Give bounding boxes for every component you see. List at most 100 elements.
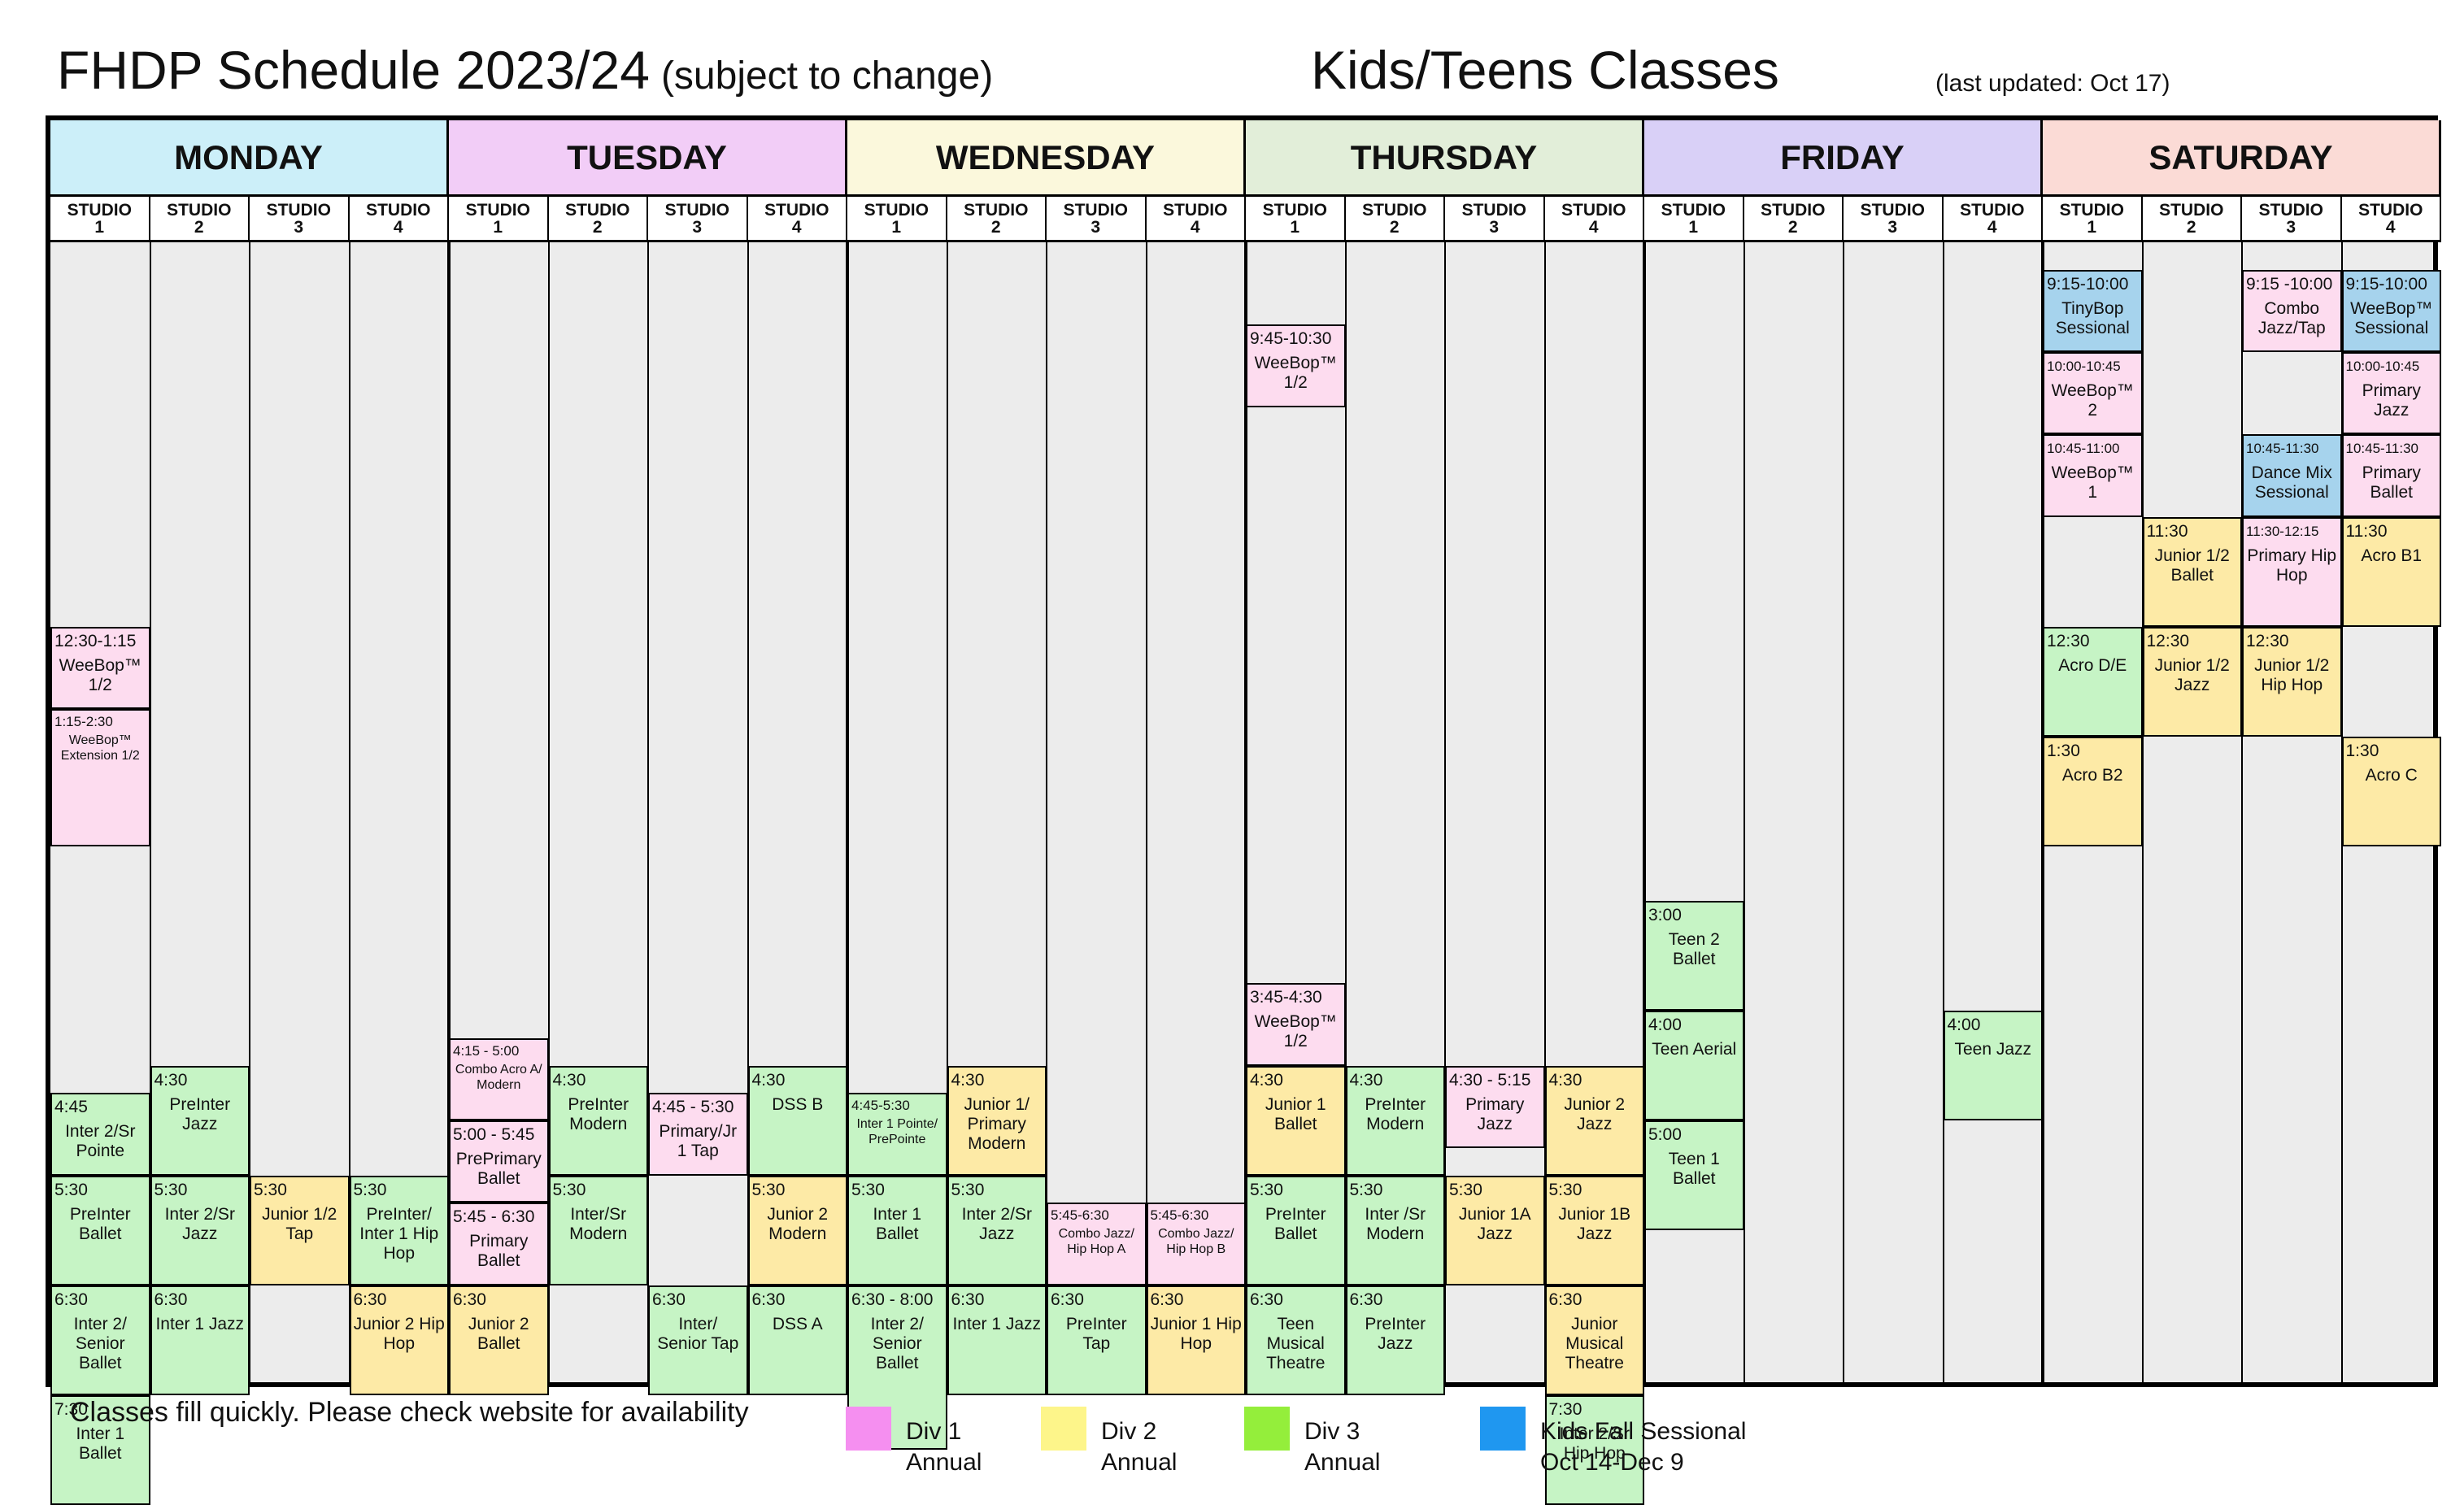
class-time: 6:30 <box>1349 1290 1383 1309</box>
class-name: Teen Jazz <box>1954 1040 2032 1059</box>
class-block[interactable]: 5:30 Inter 1 Ballet <box>847 1175 947 1285</box>
class-block[interactable]: 6:30 Inter/ Senior Tap <box>648 1285 748 1395</box>
class-block[interactable]: 6:30 Inter 1 Jazz <box>150 1285 250 1395</box>
class-block[interactable]: 12:30-1:15 WeeBop™ 1/2 <box>50 626 150 709</box>
class-block[interactable]: 10:00-10:45 Primary Jazz <box>2341 352 2441 435</box>
class-block[interactable]: 4:30 Junior 1/ Primary Modern <box>947 1065 1047 1176</box>
class-block[interactable]: 6:30 DSS A <box>747 1285 847 1395</box>
class-name: Teen 1 Ballet <box>1668 1150 1720 1188</box>
class-block[interactable]: 1:30 Acro B2 <box>2043 736 2143 846</box>
class-block[interactable]: 5:45 - 6:30 Primary Ballet <box>449 1203 549 1285</box>
class-block[interactable]: 6:30 Inter 1 Jazz <box>947 1285 1047 1395</box>
class-time: 10:45-11:30 <box>2345 441 2418 457</box>
class-block[interactable]: 4:30 DSS B <box>747 1065 847 1176</box>
class-block[interactable]: 11:30 Junior 1/2 Ballet <box>2142 516 2242 627</box>
legend-swatch <box>1244 1407 1290 1451</box>
class-block[interactable]: 4:30 PreInter Modern <box>548 1065 648 1176</box>
studio-header: STUDIO 2 <box>947 197 1047 242</box>
class-name: Acro C <box>2365 765 2418 785</box>
class-block[interactable]: 6:30 Junior 2 Ballet <box>449 1285 549 1395</box>
class-time: 5:30 <box>1250 1180 1283 1199</box>
class-block[interactable]: 10:00-10:45 WeeBop™ 2 <box>2043 352 2143 435</box>
class-block[interactable]: 6:30 PreInter Tap <box>1047 1285 1147 1395</box>
class-block[interactable]: 5:45-6:30 Combo Jazz/ Hip Hop B <box>1146 1203 1246 1285</box>
class-time: 6:30 <box>1548 1290 1582 1309</box>
class-time: 5:30 <box>254 1180 287 1199</box>
class-block[interactable]: 5:30 Junior 1A Jazz <box>1445 1175 1545 1285</box>
class-block[interactable]: 1:15-2:30 WeeBop™ Extension 1/2 <box>50 708 150 846</box>
class-block[interactable]: 5:30 Inter 2/Sr Jazz <box>947 1175 1047 1285</box>
studio-header: STUDIO 1 <box>449 197 549 242</box>
studio-header: STUDIO 3 <box>1445 197 1545 242</box>
class-block[interactable]: 10:45-11:30 Primary Ballet <box>2341 434 2441 517</box>
studio-divider <box>1843 242 1844 1382</box>
class-name: Junior 1A Jazz <box>1458 1204 1531 1243</box>
class-block[interactable]: 4:30 PreInter Jazz <box>150 1065 250 1176</box>
class-block[interactable]: 5:30 Junior 1B Jazz <box>1544 1175 1644 1285</box>
class-block[interactable]: 4:45 Inter 2/Sr Pointe <box>50 1093 150 1176</box>
class-block[interactable]: 5:30 Inter 2/Sr Jazz <box>150 1175 250 1285</box>
studio-header: STUDIO 4 <box>747 197 847 242</box>
class-block[interactable]: 12:30 Junior 1/2 Jazz <box>2142 626 2242 737</box>
studio-header: STUDIO 2 <box>1345 197 1445 242</box>
class-block[interactable]: 12:30 Acro D/E <box>2043 626 2143 737</box>
class-name: Inter 1 Pointe/ PrePointe <box>856 1117 938 1147</box>
class-block[interactable]: 4:30 Junior 1 Ballet <box>1246 1065 1346 1176</box>
class-block[interactable]: 3:00 Teen 2 Ballet <box>1644 901 1744 1011</box>
class-block[interactable]: 5:00 - 5:45 PrePrimary Ballet <box>449 1120 549 1203</box>
schedule-grid: MONDAY STUDIO 1 STUDIO 2 STUDIO 3 STUDIO 4 12:30-… <box>46 115 2441 1505</box>
class-block[interactable]: 5:30 Inter /Sr Modern <box>1345 1175 1445 1285</box>
class-block[interactable]: 5:30 PreInter Ballet <box>1246 1175 1346 1285</box>
class-block[interactable]: 4:00 Teen Aerial <box>1644 1011 1744 1120</box>
class-block[interactable]: 6:30 - 8:00 Inter 2/ Senior Ballet <box>847 1285 947 1450</box>
class-block[interactable]: 5:00 Teen 1 Ballet <box>1644 1120 1744 1230</box>
class-block[interactable]: 11:30-12:15 Primary Hip Hop <box>2242 516 2342 627</box>
class-block[interactable]: 4:15 - 5:00 Combo Acro A/ Modern <box>449 1037 549 1120</box>
class-block[interactable]: 4:30 - 5:15 Primary Jazz <box>1445 1065 1545 1148</box>
class-block[interactable]: 6:30 Inter 2/ Senior Ballet <box>50 1285 150 1395</box>
class-block[interactable]: 3:45-4:30 WeeBop™ 1/2 <box>1246 983 1346 1066</box>
class-block[interactable]: 5:30 Inter/Sr Modern <box>548 1175 648 1285</box>
class-block[interactable]: 1:30 Acro C <box>2341 736 2441 846</box>
class-name: Inter 1 Jazz <box>952 1314 1042 1333</box>
class-block[interactable]: 6:30 Junior 2 Hip Hop <box>349 1285 449 1395</box>
class-name: Inter/Sr Modern <box>569 1204 628 1243</box>
class-block[interactable]: 6:30 Junior Musical Theatre <box>1544 1285 1644 1395</box>
class-block[interactable]: 11:30 Acro B1 <box>2341 516 2441 627</box>
class-block[interactable]: 4:00 Teen Jazz <box>1943 1011 2043 1120</box>
class-block[interactable]: 9:45-10:30 WeeBop™ 1/2 <box>1246 324 1346 407</box>
class-name: Junior 1B Jazz <box>1558 1204 1631 1243</box>
class-block[interactable]: 4:45 - 5:30 Primary/Jr 1 Tap <box>648 1093 748 1176</box>
class-block[interactable]: 4:30 PreInter Modern <box>1345 1065 1445 1176</box>
class-time: 9:45-10:30 <box>1250 329 1332 349</box>
legend-line2: Annual <box>906 1449 982 1476</box>
class-block[interactable]: 5:30 PreInter Ballet <box>50 1175 150 1285</box>
class-block[interactable]: 10:45-11:30 Dance Mix Sessional <box>2242 434 2342 517</box>
class-block[interactable]: 9:15-10:00 WeeBop™ Sessional <box>2341 269 2441 352</box>
studio-divider <box>547 242 550 1382</box>
class-time: 5:30 <box>54 1180 88 1199</box>
class-block[interactable]: 9:15 -10:00 Combo Jazz/Tap <box>2242 269 2342 352</box>
class-block[interactable]: 5:30 Junior 1/2 Tap <box>250 1175 350 1285</box>
class-time: 5:45-6:30 <box>1150 1207 1209 1224</box>
class-block[interactable]: 5:30 Junior 2 Modern <box>747 1175 847 1285</box>
class-block[interactable]: 4:30 Junior 2 Jazz <box>1544 1065 1644 1176</box>
class-name: Primary/Jr 1 Tap <box>659 1122 738 1161</box>
class-block[interactable]: 10:45-11:00 WeeBop™ 1 <box>2043 434 2143 517</box>
studio-divider <box>149 242 151 1382</box>
class-block[interactable]: 9:15-10:00 TinyBop Sessional <box>2043 269 2143 352</box>
class-time: 5:30 <box>851 1180 885 1199</box>
class-name: Junior Musical Theatre <box>1565 1314 1624 1372</box>
class-block[interactable]: 5:30 PreInter/ Inter 1 Hip Hop <box>349 1175 449 1285</box>
class-time: 12:30 <box>2246 631 2289 650</box>
class-block[interactable]: 6:30 Teen Musical Theatre <box>1246 1285 1346 1395</box>
class-name: PrePrimary Ballet <box>455 1150 542 1188</box>
class-name: Inter 2/Sr Hip Hop <box>1559 1424 1630 1463</box>
class-block[interactable]: 6:30 PreInter Jazz <box>1345 1285 1445 1395</box>
class-block[interactable]: 6:30 Junior 1 Hip Hop <box>1146 1285 1246 1395</box>
class-name: Junior 1/2 Tap <box>262 1204 337 1243</box>
class-block[interactable]: 12:30 Junior 1/2 Hip Hop <box>2242 626 2342 737</box>
class-block[interactable]: 5:45-6:30 Combo Jazz/ Hip Hop A <box>1047 1203 1147 1285</box>
class-block[interactable]: 4:45-5:30 Inter 1 Pointe/ PrePointe <box>847 1093 947 1176</box>
class-time: 6:30 <box>54 1290 88 1309</box>
